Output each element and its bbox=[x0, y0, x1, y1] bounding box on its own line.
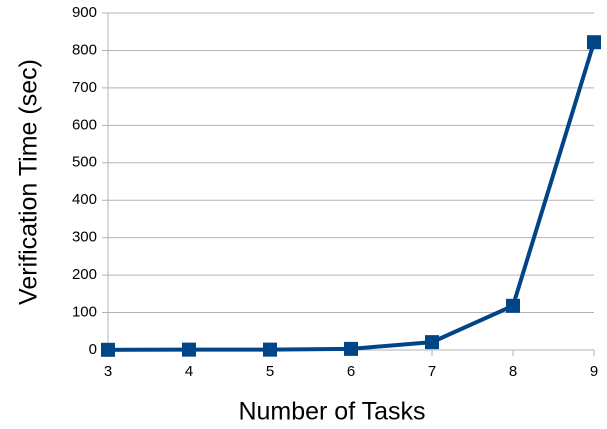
y-tick-label: 0 bbox=[89, 341, 97, 358]
x-tick-label: 4 bbox=[185, 363, 193, 380]
x-axis-title: Number of Tasks bbox=[238, 398, 425, 426]
data-marker bbox=[587, 35, 601, 50]
x-tick-label: 5 bbox=[266, 363, 274, 380]
x-tick-label: 9 bbox=[590, 363, 598, 380]
y-tick-label: 800 bbox=[72, 41, 97, 58]
x-tick-label: 7 bbox=[428, 363, 436, 380]
x-tick-label: 6 bbox=[347, 363, 355, 380]
y-tick-label: 500 bbox=[72, 154, 97, 171]
y-tick-label: 700 bbox=[72, 79, 97, 96]
data-marker bbox=[182, 342, 196, 357]
data-marker bbox=[344, 341, 358, 356]
y-tick-label: 900 bbox=[72, 4, 97, 21]
y-axis-title: Verification Time (sec) bbox=[15, 59, 43, 305]
data-marker bbox=[263, 342, 277, 357]
x-tick-label: 3 bbox=[104, 363, 112, 380]
y-tick-label: 600 bbox=[72, 116, 97, 133]
data-marker bbox=[506, 298, 520, 313]
data-marker bbox=[425, 335, 439, 350]
y-tick-label: 100 bbox=[72, 304, 97, 321]
y-tick-label: 200 bbox=[72, 266, 97, 283]
y-tick-label: 300 bbox=[72, 229, 97, 246]
x-tick-label: 8 bbox=[509, 363, 517, 380]
data-marker bbox=[101, 342, 115, 357]
y-tick-label: 400 bbox=[72, 191, 97, 208]
